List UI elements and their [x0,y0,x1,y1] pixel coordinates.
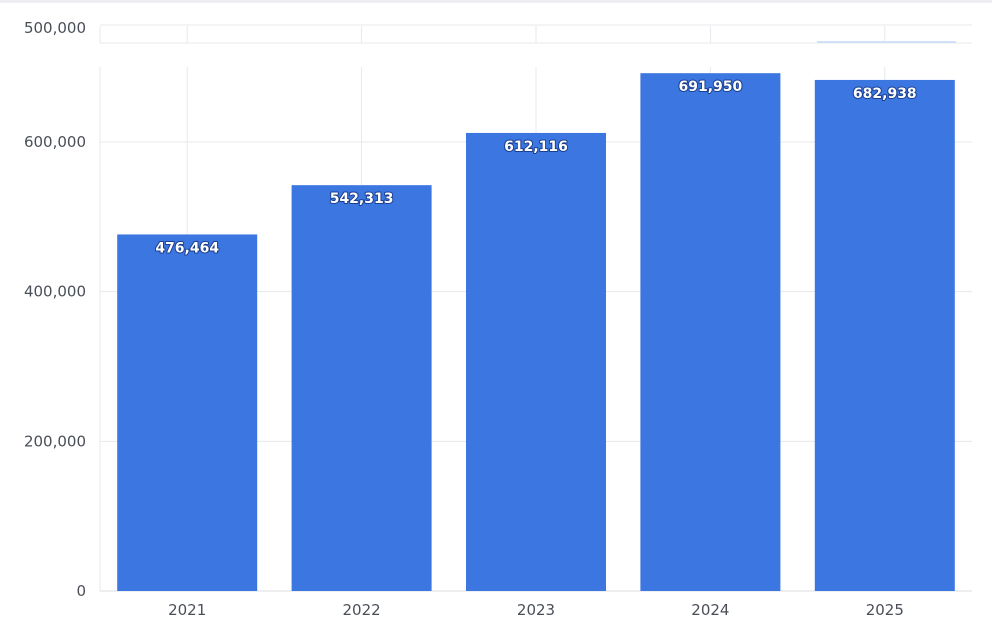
data-label-2024: 691,950 [679,79,743,95]
x-tick-label: 2021 [168,601,206,619]
data-label-2023: 612,116 [504,139,568,155]
bar-2024 [640,73,781,592]
data-label-2022: 542,313 [330,191,394,207]
bar-2021 [117,234,258,591]
y-axis-ticks: 0 200,000 400,000 600,000 [24,133,86,600]
data-label-2021: 476,464 [155,240,219,256]
data-labels: 476,464 542,313 612,116 691,950 682,938 [154,78,917,257]
bars [117,73,955,592]
y-tick-label: 200,000 [24,432,86,450]
y-tick-label: 0 [76,582,86,600]
bar-2023 [466,132,606,591]
clipped-tick-label: 500,000 [24,19,86,37]
top-border [0,0,992,3]
bar-2025 [814,79,955,592]
y-tick-label: 400,000 [24,283,86,301]
data-label-2025: 682,938 [853,86,917,102]
x-tick-label: 2024 [691,601,729,619]
clipped-header-strip: 500,000 [24,19,972,44]
x-tick-label: 2022 [343,601,381,619]
x-tick-label: 2023 [517,601,555,619]
bar-2022 [291,185,432,591]
x-axis-ticks: 2021 2022 2023 2024 2025 [168,601,904,619]
x-tick-label: 2025 [866,601,904,619]
y-tick-label: 600,000 [24,133,86,151]
